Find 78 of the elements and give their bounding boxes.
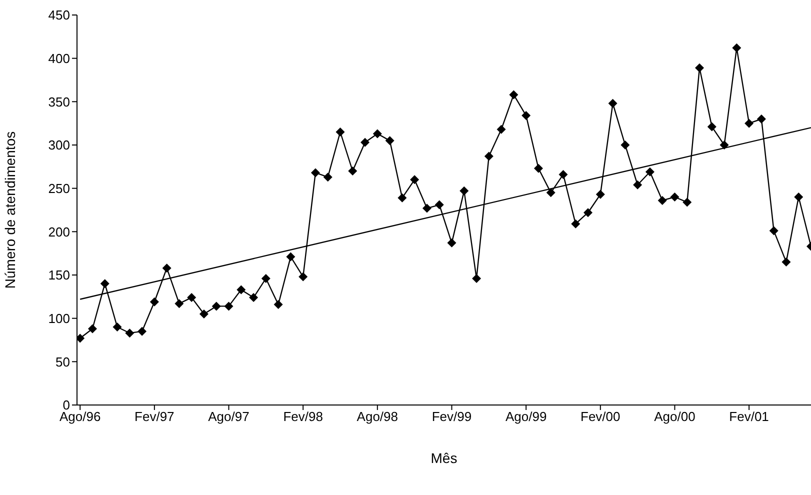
point: [286, 252, 296, 262]
point: [670, 192, 680, 202]
point: [584, 208, 593, 218]
x-tick-label: Ago/99: [505, 409, 547, 424]
y-tick-label: 400: [48, 50, 70, 66]
point: [434, 200, 444, 210]
point: [261, 274, 270, 283]
point: [769, 226, 778, 236]
point: [212, 302, 221, 311]
point: [385, 136, 394, 146]
point: [410, 175, 420, 184]
x-tick-label: Ago/00: [654, 409, 696, 424]
point: [732, 43, 742, 52]
point: [484, 152, 494, 161]
point: [720, 140, 729, 150]
y-tick-label: 100: [48, 310, 70, 326]
point: [460, 186, 469, 196]
point: [496, 124, 506, 134]
point: [187, 293, 196, 302]
point: [112, 322, 122, 332]
x-axis-title: Mês: [430, 450, 458, 466]
point: [138, 326, 147, 336]
point: [348, 166, 358, 176]
point: [633, 180, 642, 190]
point: [695, 63, 704, 72]
point: [150, 297, 159, 306]
point: [372, 129, 382, 138]
y-tick-label: 150: [48, 268, 70, 283]
point: [534, 164, 543, 173]
x-tick-label: Ago/98: [356, 409, 398, 424]
point: [162, 264, 172, 273]
point: [782, 258, 791, 266]
point: [744, 118, 754, 128]
point: [707, 122, 716, 132]
y-tick-label: 300: [48, 138, 70, 153]
y-tick-label: 50: [56, 354, 70, 370]
point: [645, 167, 654, 176]
point: [360, 138, 370, 147]
point: [77, 334, 85, 343]
point: [658, 196, 667, 205]
point: [447, 238, 456, 248]
point: [298, 272, 308, 282]
point: [125, 328, 134, 338]
point: [88, 324, 97, 334]
point: [546, 188, 556, 198]
y-tick-label: 350: [48, 94, 70, 110]
x-tick-label: Fev/97: [134, 409, 174, 424]
point: [756, 114, 766, 124]
y-tick-label: 200: [48, 224, 70, 240]
point: [596, 190, 605, 199]
x-tick-label: Fev/00: [580, 409, 620, 424]
point: [274, 300, 283, 309]
y-tick-label: 250: [48, 180, 70, 196]
point: [422, 204, 432, 213]
point: [323, 172, 332, 182]
x-tick-label: Ago/97: [208, 409, 250, 424]
point: [794, 192, 804, 202]
point: [336, 128, 345, 136]
point: [224, 302, 234, 311]
point: [174, 299, 184, 308]
point: [199, 310, 208, 318]
point: [236, 285, 246, 294]
x-tick-label: Fev/99: [432, 409, 472, 424]
point: [310, 168, 320, 178]
y-tick-label: 450: [48, 8, 70, 23]
point: [620, 140, 630, 150]
point: [100, 279, 110, 288]
x-tick-label: Fev/98: [283, 409, 323, 424]
point: [571, 219, 580, 228]
point: [608, 98, 618, 108]
point: [682, 198, 692, 207]
y-axis-title: Número de atendimentos: [2, 131, 18, 289]
point: [249, 293, 258, 302]
x-tick-label: Fev/01: [729, 409, 769, 424]
point: [558, 170, 568, 179]
point: [398, 193, 407, 202]
point: [509, 90, 518, 100]
point: [522, 111, 531, 120]
